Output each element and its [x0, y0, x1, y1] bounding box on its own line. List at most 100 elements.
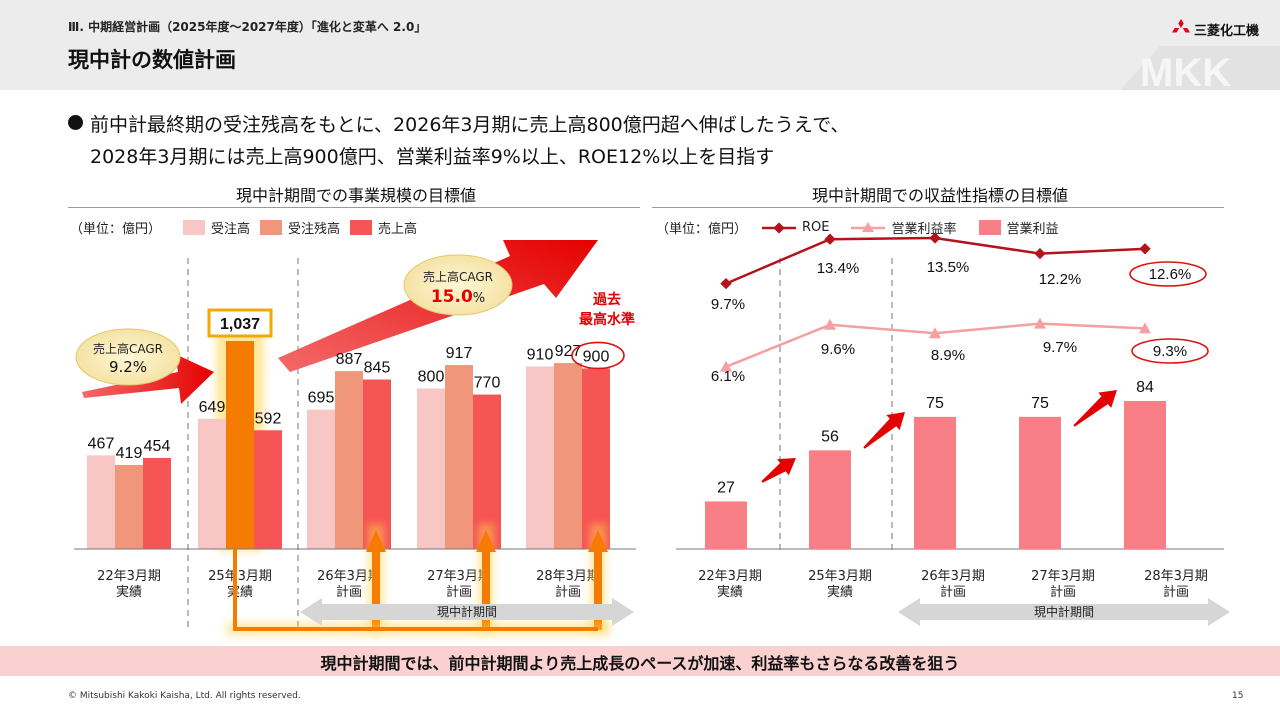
- past-cagr-label: 売上高CAGR: [93, 341, 163, 356]
- logo-text: 三菱化工機: [1194, 24, 1260, 39]
- bar-profit-1: [809, 450, 851, 549]
- margin-label-0: 6.1%: [711, 368, 745, 385]
- margin-label-1: 9.6%: [821, 341, 855, 358]
- left-panel-rule: [68, 207, 640, 208]
- left-category-status-0: 実績: [116, 584, 142, 600]
- bar-backlog-1: [226, 341, 254, 549]
- bar-profit-4: [1124, 401, 1166, 549]
- right-category-year-4: 28年3月期: [1144, 569, 1208, 584]
- bar-backlog-0: [115, 464, 143, 549]
- bar-sales-3: [473, 394, 501, 549]
- roe-point-3: [1034, 247, 1046, 260]
- right-category-status-4: 計画: [1163, 584, 1189, 600]
- legend-orders-swatch: [183, 220, 205, 235]
- past-cagr-oval: [75, 328, 181, 386]
- right-category-year-3: 27年3月期: [1031, 569, 1095, 584]
- right-legend: ROE 営業利益率 営業利益: [762, 218, 1069, 237]
- right-panel-title: 現中計期間での収益性指標の目標値: [811, 186, 1068, 205]
- legend-sales-swatch: [350, 220, 373, 235]
- profit-growth-arrow-0: [761, 458, 796, 483]
- record-high-line2: 最高水準: [579, 311, 635, 328]
- right-category-year-2: 26年3月期: [921, 569, 985, 584]
- bar-backlog-2: [335, 371, 363, 549]
- left-category-year-4: 28年3月期: [536, 569, 600, 584]
- plan-cagr-value: 15.0%: [431, 287, 485, 307]
- value-label-orders-0: 467: [88, 435, 115, 452]
- value-label-backlog-3: 917: [446, 345, 473, 362]
- value-label-backlog-2: 887: [336, 351, 363, 368]
- left-unit-label: （単位：億円）: [70, 222, 162, 237]
- roe-label-4: 12.6%: [1149, 266, 1192, 283]
- value-label-orders-2: 695: [308, 390, 335, 407]
- left-category-status-1: 実績: [227, 584, 253, 600]
- summary-banner-text: 現中計期間では、前中計期間より売上成長のペースが加速、利益率もさらなる改善を狙う: [320, 654, 960, 673]
- value-label-orders-1: 649: [199, 399, 226, 416]
- roe-point-1: [824, 233, 836, 245]
- bar-orders-3: [417, 388, 445, 549]
- left-category-year-0: 22年3月期: [97, 569, 161, 584]
- margin-point-0: [720, 360, 732, 372]
- right-category-status-3: 計画: [1050, 584, 1076, 600]
- roe-label-1: 13.4%: [817, 260, 860, 277]
- left-category-year-3: 27年3月期: [427, 569, 491, 584]
- up-arrow-0: [366, 530, 386, 630]
- margin-label-3: 9.7%: [1043, 339, 1077, 356]
- bullet-line-1: 前中計最終期の受注残高をもとに、2026年3月期に売上高800億円超へ伸ばしたう…: [90, 114, 850, 136]
- page-title: 現中計の数値計画: [68, 48, 236, 72]
- up-arrow-1: [476, 530, 496, 630]
- roe-label-2: 13.5%: [927, 259, 970, 276]
- right-panel-rule: [652, 207, 1224, 208]
- profit-label-0: 27: [717, 479, 735, 496]
- legend-orders-label: 受注高: [211, 222, 251, 237]
- bar-profit-3: [1019, 416, 1061, 549]
- legend-backlog-label: 受注残高: [288, 222, 341, 237]
- plan-cagr-label: 売上高CAGR: [423, 269, 493, 284]
- bullet-dot: [68, 115, 83, 130]
- value-label-sales-4: 900: [583, 348, 610, 365]
- summary-banner: 現中計期間では、前中計期間より売上成長のペースが加速、利益率もさらなる改善を狙う: [0, 646, 1280, 676]
- legend-margin: 営業利益率: [851, 218, 957, 237]
- profit-label-3: 75: [1031, 395, 1049, 412]
- roe-label-3: 12.2%: [1039, 271, 1082, 288]
- profit-label-2: 75: [926, 395, 944, 412]
- bar-orders-4: [526, 366, 554, 549]
- legend-roe: ROE: [762, 220, 829, 235]
- legend-backlog: 受注残高: [260, 218, 340, 237]
- legend-backlog-swatch: [260, 220, 283, 235]
- record-high-line1: 過去: [592, 291, 621, 308]
- left-category-year-2: 26年3月期: [317, 569, 381, 584]
- profit-growth-arrow-2: [1073, 390, 1117, 427]
- company-logo: 三菱化工機: [1172, 18, 1272, 39]
- right-category-year-1: 25年3月期: [808, 569, 872, 584]
- connector-line: [233, 549, 598, 631]
- backlog-peak-box: [207, 308, 273, 338]
- profit-label-4: 84: [1136, 379, 1154, 396]
- profit-growth-arrow-1: [863, 412, 905, 449]
- roe-point-2: [929, 232, 941, 244]
- bullet-line-2: 2028年3月期には売上高900億円、営業利益率9%以上、ROE12%以上を目指…: [90, 146, 775, 168]
- left-category-status-3: 計画: [446, 584, 472, 600]
- bar-sales-4: [582, 368, 610, 549]
- left-period-label: 現中計期間: [437, 604, 497, 619]
- plan-cagr-oval: [403, 254, 513, 316]
- legend-sales-label: 売上高: [378, 222, 418, 237]
- right-unit-label: （単位：億円）: [656, 222, 748, 237]
- mkk-watermark: MKK: [1120, 46, 1280, 90]
- right-category-status-2: 計画: [940, 584, 966, 600]
- value-label-backlog-4: 927: [555, 343, 582, 360]
- left-category-year-1: 25年3月期: [208, 569, 272, 584]
- bar-orders-1: [198, 418, 226, 549]
- page-number: 15: [1232, 691, 1244, 701]
- bar-backlog-4: [554, 363, 582, 549]
- right-category-status-0: 実績: [717, 584, 743, 600]
- legend-profit: 営業利益: [978, 218, 1059, 237]
- header-bar: Ⅲ. 中期経営計画（2025年度～2027年度）「進化と変革へ 2.0」 現中計…: [0, 0, 1280, 90]
- value-label-sales-1: 592: [255, 410, 282, 427]
- legend-roe-label: ROE: [802, 220, 830, 235]
- value-label-sales-0: 454: [144, 438, 171, 455]
- record-high-circle: [571, 341, 625, 370]
- margin-point-3: [1034, 317, 1046, 329]
- left-category-status-4: 計画: [555, 584, 581, 600]
- roe-label-0: 9.7%: [711, 296, 745, 313]
- value-label-sales-3: 770: [474, 375, 501, 392]
